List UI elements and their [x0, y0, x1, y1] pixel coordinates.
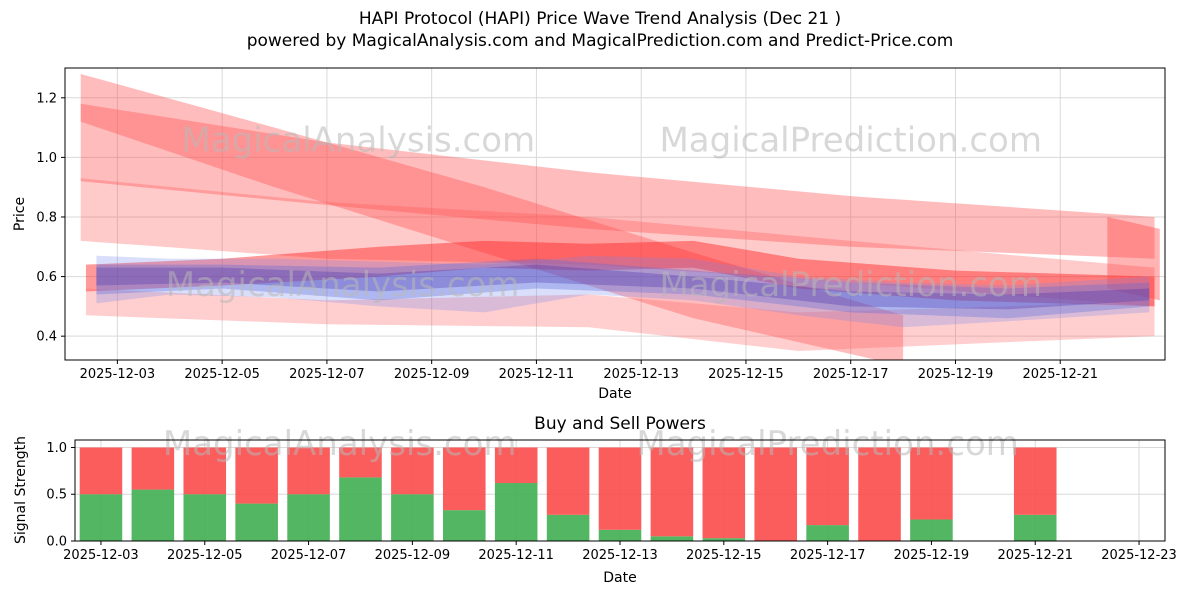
date-axis-label-bottom: Date: [603, 570, 637, 586]
figure-title: HAPI Protocol (HAPI) Price Wave Trend An…: [0, 8, 1200, 52]
shallow-red-band: [80, 103, 1155, 259]
sell-bar: [131, 447, 175, 490]
buy-bar: [1013, 514, 1057, 541]
y-tick-label: 0.8: [36, 210, 57, 225]
title-line1: HAPI Protocol (HAPI) Price Wave Trend An…: [358, 9, 842, 29]
y-tick-label: 0.4: [36, 330, 57, 345]
x-tick-label: 2025-12-07: [289, 367, 365, 382]
x-tick-label: 2025-12-17: [790, 548, 866, 563]
signal-axis-label: Signal Strength: [13, 436, 29, 545]
steep-red-wedge: [80, 73, 904, 360]
x-tick-label: 2025-12-15: [708, 367, 784, 382]
date-axis-label-top: Date: [598, 386, 632, 402]
title-line2: powered by MagicalAnalysis.com and Magic…: [246, 31, 954, 52]
buy-bar: [287, 494, 330, 541]
lower-pink-band: [85, 288, 1155, 352]
x-tick-label: 2025-12-03: [63, 548, 139, 563]
x-tick-label: 2025-12-17: [813, 367, 889, 382]
wave-bands: [80, 73, 1160, 360]
sell-bar: [1013, 447, 1057, 515]
x-tick-label: 2025-12-21: [1022, 367, 1098, 382]
x-tick-label: 2025-12-13: [582, 548, 658, 563]
ticks: 2025-12-03 2025-12-05 2025-12-07 2025-12-09…: [36, 91, 1098, 382]
sell-bar: [287, 447, 330, 495]
mid-red-band: [80, 178, 1155, 307]
x-tick-label: 2025-12-11: [499, 367, 575, 382]
sell-bar: [546, 447, 590, 515]
y-tick-label: 1.0: [46, 441, 67, 456]
buy-bar: [339, 477, 382, 541]
sell-bar: [391, 447, 434, 495]
buy-bar: [806, 525, 849, 541]
bottom-chart-title: Buy and Sell Powers: [534, 414, 706, 434]
sell-bar: [183, 447, 227, 495]
buy-bar: [598, 529, 642, 541]
buy-bar: [650, 536, 694, 541]
sell-bar: [806, 447, 849, 526]
grid: [65, 68, 1165, 360]
y-tick-label: 1.0: [36, 151, 57, 166]
buy-bar: [131, 489, 175, 541]
right-red-patch: [1107, 216, 1160, 301]
x-tick-label: 2025-12-19: [918, 367, 994, 382]
x-tick-label: 2025-12-21: [997, 548, 1073, 563]
sell-bar: [650, 447, 694, 537]
light-blue-band: [96, 255, 1150, 328]
price-wave-trend-chart: MagicalAnalysis.com MagicalPrediction.com…: [36, 67, 1166, 382]
buy-bar: [391, 494, 434, 541]
bars: [79, 447, 1057, 541]
buy-bar: [79, 494, 123, 541]
sell-bar: [79, 447, 123, 495]
watermark-text: MagicalPrediction.com: [659, 265, 1042, 305]
y-tick-label: 0.5: [46, 488, 67, 503]
x-tick-label: 2025-12-23: [1101, 548, 1177, 563]
buy-sell-powers-chart: MagicalAnalysis.com MagicalPrediction.com…: [46, 424, 1177, 563]
watermark-text: MagicalPrediction.com: [659, 120, 1042, 160]
mid-blue-band: [96, 258, 1150, 319]
buy-bar: [546, 514, 590, 541]
sell-bar: [235, 447, 278, 504]
watermark-text: MagicalAnalysis.com: [163, 424, 517, 464]
watermark-text: MagicalPrediction.com: [636, 424, 1019, 464]
buy-bar: [443, 510, 486, 541]
y-tick-label: 1.2: [36, 91, 57, 106]
buy-bar: [235, 503, 278, 541]
x-tick-label: 2025-12-09: [394, 367, 470, 382]
buy-bar: [494, 483, 538, 541]
buy-bar: [183, 494, 227, 541]
sell-bar: [598, 447, 642, 530]
x-tick-label: 2025-12-09: [375, 548, 451, 563]
core-red-band: [85, 240, 1155, 307]
x-tick-label: 2025-12-05: [184, 367, 260, 382]
sell-bar: [494, 447, 538, 484]
purple-core-band: [96, 264, 1150, 310]
sell-bar: [339, 447, 382, 478]
sell-bar: [754, 447, 797, 541]
price-axis-label: Price: [12, 196, 28, 232]
buy-bar: [702, 538, 746, 541]
plot-border: [64, 67, 1166, 361]
x-tick-label: 2025-12-07: [271, 548, 347, 563]
x-tick-label: 2025-12-03: [80, 367, 156, 382]
watermark-text: MagicalAnalysis.com: [181, 120, 535, 160]
y-tick-label: 0.0: [46, 535, 67, 550]
sell-bar: [858, 447, 901, 541]
sell-bar: [443, 447, 486, 511]
x-tick-label: 2025-12-11: [478, 548, 554, 563]
buy-bar: [910, 519, 953, 541]
watermark-text: MagicalAnalysis.com: [166, 265, 520, 305]
ticks: 2025-12-03 2025-12-05 2025-12-07 2025-12-09…: [46, 441, 1177, 563]
x-tick-label: 2025-12-13: [603, 367, 679, 382]
sell-bar: [910, 447, 953, 520]
x-tick-label: 2025-12-19: [894, 548, 970, 563]
x-tick-label: 2025-12-15: [686, 548, 762, 563]
x-tick-label: 2025-12-05: [167, 548, 243, 563]
sell-bar: [702, 447, 746, 539]
y-tick-label: 0.6: [36, 270, 57, 285]
